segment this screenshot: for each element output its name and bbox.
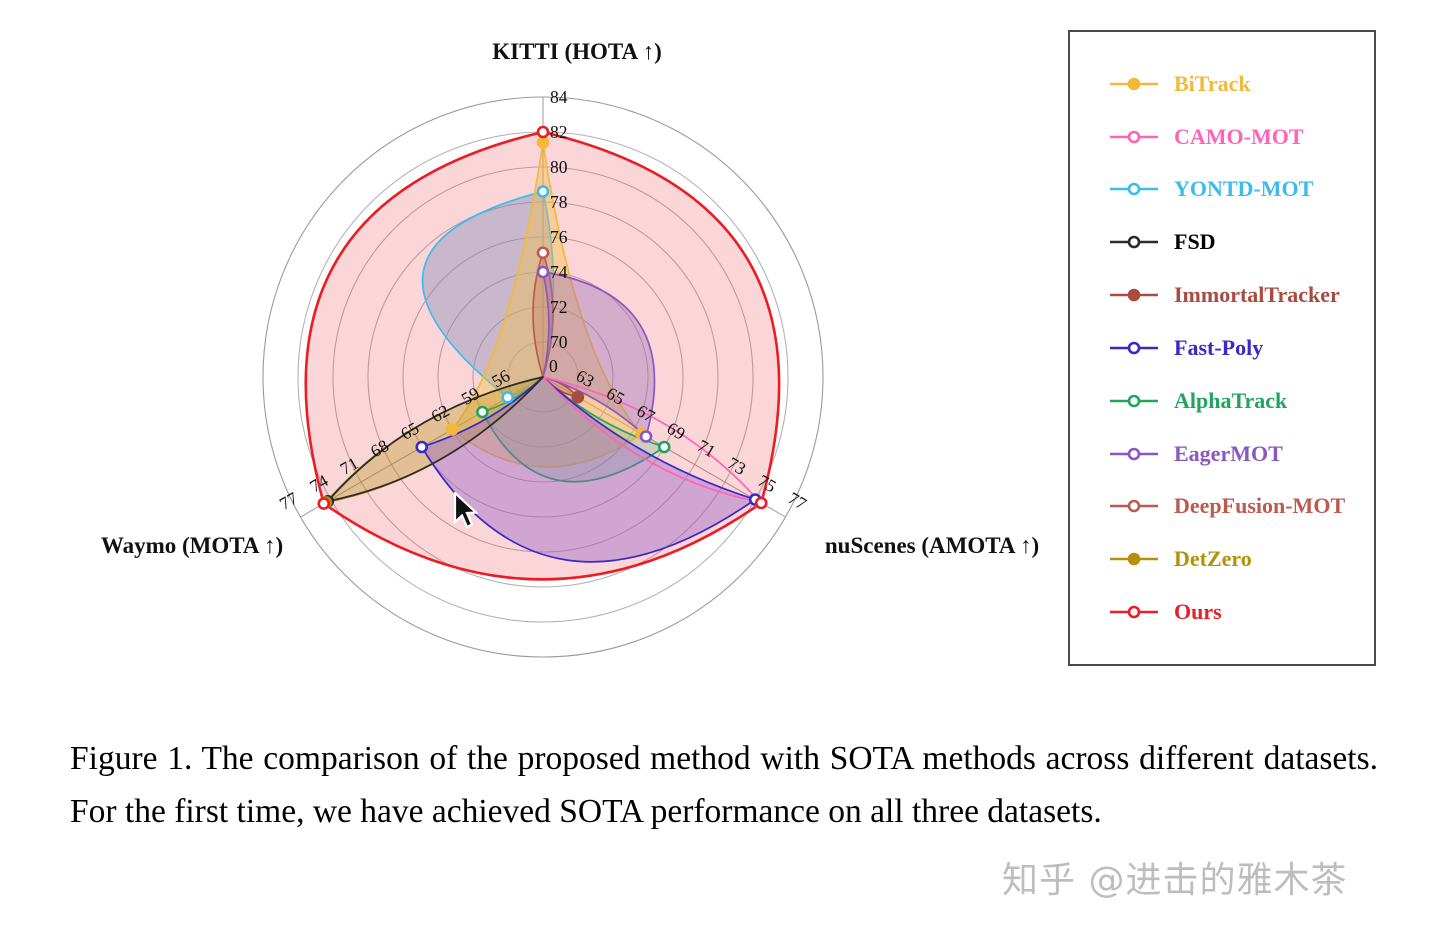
legend-item-camo-mot: CAMO-MOT bbox=[1108, 122, 1374, 152]
point-alphatrack-nuscenes bbox=[657, 440, 671, 454]
legend-item-bitrack: BiTrack bbox=[1108, 69, 1374, 99]
point-ours-waymo bbox=[317, 497, 331, 510]
watermark: 知乎 @进击的雅木茶 bbox=[1002, 860, 1348, 901]
tick-label: 76 bbox=[550, 227, 568, 247]
legend-label-fast-poly: Fast-Poly bbox=[1174, 334, 1264, 360]
series-area-fast-poly bbox=[420, 376, 757, 563]
axis-title-waymo: Waymo (MOTA ↑) bbox=[100, 533, 284, 558]
tick-label: 78 bbox=[550, 192, 568, 212]
legend-marker-eagermot bbox=[1110, 447, 1158, 460]
axis-title-kitti: KITTI (HOTA ↑) bbox=[492, 39, 662, 64]
legend-label-camo-mot: CAMO-MOT bbox=[1174, 123, 1304, 149]
legend-item-immortaltracker: ImmortalTracker bbox=[1108, 280, 1374, 310]
point-yontd-mot-waymo bbox=[501, 391, 514, 404]
legend-label-ours: Ours bbox=[1174, 599, 1222, 625]
legend-label-yontd-mot: YONTD-MOT bbox=[1174, 176, 1314, 202]
tick-label: 0 bbox=[549, 356, 558, 376]
legend-marker-deepfusion-mot bbox=[1110, 500, 1158, 513]
legend-label-immortaltracker: ImmortalTracker bbox=[1174, 282, 1340, 308]
legend-marker-detzero bbox=[1110, 552, 1158, 566]
point-bitrack-waymo bbox=[445, 423, 459, 436]
mouse-cursor bbox=[453, 492, 479, 529]
legend-label-detzero: DetZero bbox=[1174, 546, 1252, 572]
point-fast-poly-waymo bbox=[415, 440, 429, 454]
legend-item-detzero: DetZero bbox=[1108, 544, 1374, 574]
legend-marker-bitrack bbox=[1110, 77, 1158, 91]
series-area-bitrack bbox=[451, 141, 643, 468]
legend-item-ours: Ours bbox=[1108, 597, 1374, 627]
legend-marker-alphatrack bbox=[1110, 394, 1158, 408]
point-alphatrack-waymo bbox=[476, 405, 489, 419]
point-yontd-mot-kitti bbox=[536, 185, 550, 198]
legend-marker-fast-poly bbox=[1110, 341, 1158, 355]
legend-item-fast-poly: Fast-Poly bbox=[1108, 333, 1374, 363]
legend-marker-ours bbox=[1110, 605, 1158, 619]
legend-marker-camo-mot bbox=[1110, 130, 1158, 143]
legend-label-bitrack: BiTrack bbox=[1174, 70, 1251, 96]
legend-label-alphatrack: AlphaTrack bbox=[1174, 387, 1288, 413]
legend-marker-immortaltracker bbox=[1110, 288, 1158, 302]
tick-label: 84 bbox=[550, 87, 568, 107]
legend-marker-fsd bbox=[1110, 236, 1158, 249]
tick-label: 72 bbox=[550, 297, 568, 317]
tick-label: 82 bbox=[550, 122, 568, 142]
point-bitrack-kitti bbox=[536, 136, 550, 149]
legend-marker-yontd-mot bbox=[1110, 183, 1158, 196]
legend-label-deepfusion-mot: DeepFusion-MOT bbox=[1174, 493, 1346, 519]
legend-item-yontd-mot: YONTD-MOT bbox=[1108, 174, 1374, 204]
series-area-eagermot bbox=[542, 271, 656, 438]
legend-label-fsd: FSD bbox=[1174, 229, 1216, 255]
tick-label: 80 bbox=[550, 157, 568, 177]
series-area-alphatrack bbox=[481, 376, 666, 483]
point-eagermot-nuscenes bbox=[639, 430, 653, 443]
point-ours-nuscenes bbox=[754, 496, 768, 510]
legend: BiTrack CAMO-MOT YONTD-MOT FSD ImmortalTrack… bbox=[1068, 30, 1376, 666]
radar-chart: 7072747678808284636567697173757756596265… bbox=[262, 87, 824, 658]
legend-item-deepfusion-mot: DeepFusion-MOT bbox=[1108, 491, 1374, 521]
series-area-fsd bbox=[326, 376, 544, 503]
point-ours-kitti bbox=[536, 125, 550, 139]
axis-title-nuscenes: nuScenes (AMOTA ↑) bbox=[824, 533, 1040, 558]
tick-label: 77 bbox=[785, 488, 810, 514]
legend-item-alphatrack: AlphaTrack bbox=[1108, 386, 1374, 416]
tick-label: 77 bbox=[276, 488, 301, 514]
point-eagermot-kitti bbox=[536, 265, 550, 279]
point-deepfusion-mot-kitti bbox=[536, 246, 550, 260]
tick-label: 70 bbox=[550, 332, 568, 352]
figure-caption: Figure 1. The comparison of the proposed… bbox=[70, 740, 1378, 830]
legend-item-eagermot: EagerMOT bbox=[1108, 439, 1374, 469]
legend-item-fsd: FSD bbox=[1108, 227, 1374, 257]
legend-label-eagermot: EagerMOT bbox=[1174, 440, 1283, 466]
point-immortaltracker-nuscenes bbox=[571, 390, 585, 404]
tick-label: 74 bbox=[550, 262, 568, 282]
